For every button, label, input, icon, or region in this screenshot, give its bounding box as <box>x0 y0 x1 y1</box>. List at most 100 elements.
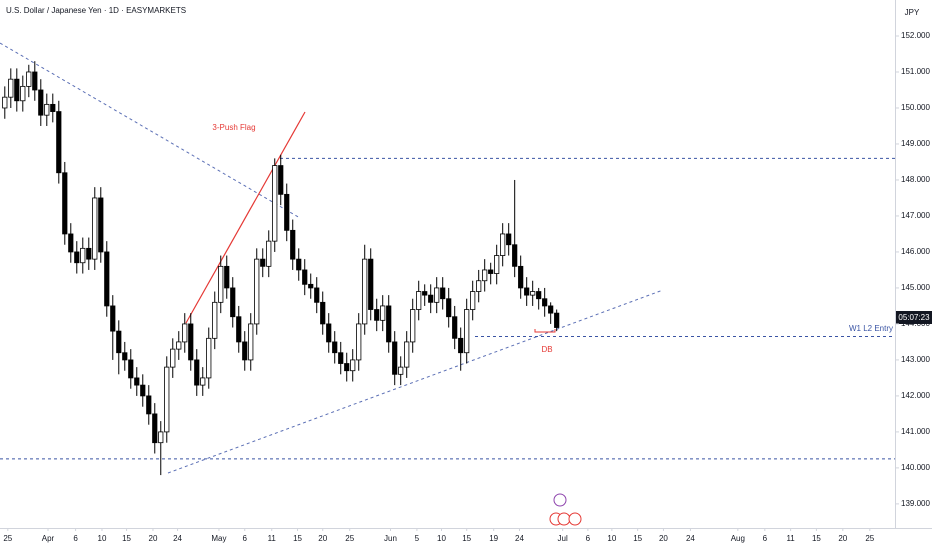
countdown: 05:07:23 <box>898 313 930 322</box>
annotation: W1 L2 Entry <box>849 324 893 333</box>
candle-body <box>338 352 344 364</box>
candle-body <box>230 287 236 318</box>
annotation: DB <box>541 345 552 354</box>
x-tick-label: 10 <box>98 534 107 543</box>
x-tick-label: 6 <box>586 534 591 543</box>
candle-body <box>530 291 536 296</box>
candle-body <box>248 323 254 361</box>
candle-body <box>434 287 440 303</box>
candle-body <box>182 323 188 343</box>
candle-body <box>218 265 224 303</box>
candle-body <box>206 337 212 379</box>
candle-body <box>440 287 446 300</box>
flag-line <box>185 111 306 324</box>
candle-body <box>290 229 296 260</box>
y-tick-label: 148.000 <box>901 175 930 184</box>
y-tick-label: 144.000 <box>901 319 930 328</box>
annotation: 3-Push Flag <box>212 123 255 132</box>
candle-body <box>302 269 308 285</box>
candle-body <box>320 301 326 325</box>
candle-body <box>62 172 68 235</box>
candle-body <box>422 291 428 296</box>
x-tick-label: Jul <box>558 534 568 543</box>
event-icon[interactable] <box>553 493 567 507</box>
candle-body <box>44 103 50 116</box>
candle-body <box>242 341 248 361</box>
candle-body <box>428 294 434 303</box>
candle-body <box>20 85 26 102</box>
candle-body <box>146 395 152 415</box>
candle-body <box>68 233 74 253</box>
candle-body <box>14 78 20 102</box>
candle-body <box>104 251 110 307</box>
candle-body <box>356 323 362 361</box>
candle-body <box>308 283 314 289</box>
candle-body <box>98 197 104 253</box>
y-tick-label: 151.000 <box>901 67 930 76</box>
candle-body <box>128 359 134 379</box>
event-icon[interactable] <box>557 512 571 526</box>
candle-body <box>332 341 338 354</box>
candle-body <box>542 298 548 307</box>
candle-body <box>164 366 170 433</box>
event-icon[interactable] <box>568 512 582 526</box>
x-tick-label: 19 <box>489 534 498 543</box>
currency: JPY <box>905 8 920 17</box>
candle-body <box>350 359 356 372</box>
x-tick-label: 24 <box>515 534 524 543</box>
candle-body <box>296 258 302 271</box>
trendline <box>167 289 664 474</box>
candle-body <box>500 233 506 256</box>
candle-body <box>194 359 200 386</box>
x-tick-label: 11 <box>268 534 277 543</box>
y-tick-label: 149.000 <box>901 139 930 148</box>
candle-body <box>416 291 422 310</box>
candle-body <box>80 247 86 264</box>
candle-body <box>116 330 122 354</box>
candle-body <box>266 240 272 267</box>
candle-body <box>452 316 458 339</box>
x-tick-label: 20 <box>318 534 327 543</box>
x-tick-label: 25 <box>345 534 354 543</box>
x-tick-label: 6 <box>73 534 78 543</box>
chart-title: U.S. Dollar / Japanese Yen · 1D · EASYMA… <box>6 6 186 15</box>
x-tick-label: 15 <box>812 534 821 543</box>
candle-body <box>554 312 560 328</box>
y-tick-label: 145.000 <box>901 283 930 292</box>
candle-body <box>50 103 56 112</box>
x-tick-label: 20 <box>838 534 847 543</box>
y-tick-label: 147.000 <box>901 211 930 220</box>
db-mark <box>534 329 556 333</box>
x-tick-label: 15 <box>293 534 302 543</box>
x-tick-label: May <box>211 534 226 543</box>
candle-body <box>74 251 80 264</box>
candle-body <box>506 233 512 246</box>
candle-body <box>368 258 374 310</box>
candle-body <box>284 193 290 231</box>
candle-body <box>326 323 332 343</box>
countdown-box <box>896 311 932 324</box>
x-tick-label: 24 <box>173 534 182 543</box>
candle-body <box>278 165 284 195</box>
candle-body <box>272 165 278 242</box>
x-tick-label: 5 <box>415 534 420 543</box>
x-tick-label: 15 <box>122 534 131 543</box>
candle-body <box>86 247 92 260</box>
candle-body <box>494 255 500 274</box>
candle-body <box>236 316 242 343</box>
x-tick-label: Apr <box>42 534 55 543</box>
x-tick-label: Aug <box>731 534 745 543</box>
y-tick-label: 139.000 <box>901 499 930 508</box>
candle-body <box>524 287 530 296</box>
candle-body <box>512 244 518 267</box>
y-tick-label: 150.000 <box>901 103 930 112</box>
candle-body <box>2 96 8 109</box>
candle-body <box>188 323 194 361</box>
candle-body <box>224 265 230 289</box>
candle-body <box>92 197 98 260</box>
candle-body <box>404 341 410 368</box>
y-tick-label: 152.000 <box>901 31 930 40</box>
x-tick-label: 11 <box>786 534 795 543</box>
y-tick-label: 142.000 <box>901 391 930 400</box>
